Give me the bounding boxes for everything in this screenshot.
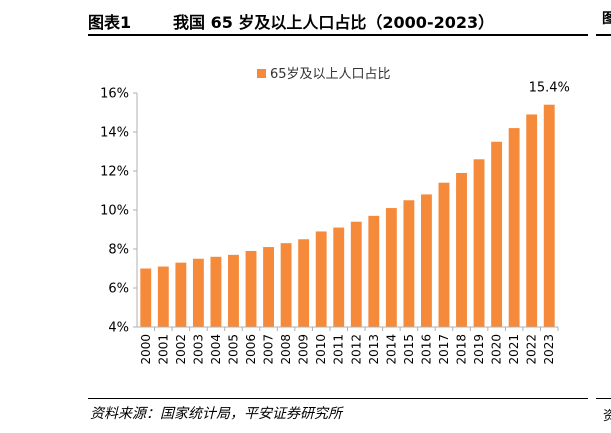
bar-2018 bbox=[456, 172, 467, 327]
y-tick-label: 10% bbox=[100, 204, 129, 219]
x-tick-label: 2022 bbox=[525, 334, 539, 365]
bar-2008 bbox=[280, 243, 292, 327]
bar-2012 bbox=[350, 221, 362, 327]
bar-2015 bbox=[403, 200, 415, 327]
adjacent-header-rule bbox=[596, 34, 611, 36]
x-tick-label: 2002 bbox=[174, 334, 188, 365]
figure-label: 图表1 bbox=[88, 13, 132, 32]
bar-2000 bbox=[140, 268, 152, 327]
y-tick-label: 8% bbox=[108, 243, 129, 258]
x-tick-label: 2011 bbox=[332, 334, 346, 365]
bar-2009 bbox=[298, 239, 310, 327]
bars bbox=[140, 104, 555, 327]
x-tick-label: 2012 bbox=[349, 334, 363, 365]
x-tick-label: 2010 bbox=[314, 334, 328, 365]
y-tick-label: 12% bbox=[100, 165, 129, 180]
x-tick-label: 2000 bbox=[139, 334, 153, 365]
x-tick-label: 2016 bbox=[419, 334, 433, 365]
x-tick-label: 2019 bbox=[472, 334, 486, 365]
x-tick-label: 2021 bbox=[507, 334, 521, 365]
y-tick-label: 6% bbox=[108, 282, 129, 297]
x-tick-label: 2006 bbox=[244, 334, 258, 365]
adjacent-source-fragment: 资 bbox=[603, 409, 611, 424]
x-tick-label: 2020 bbox=[490, 334, 504, 365]
source-note: 资料来源：国家统计局，平安证券研究所 bbox=[90, 406, 342, 422]
legend-label: 65岁及以上人口占比 bbox=[270, 67, 391, 82]
bar-2013 bbox=[368, 215, 380, 327]
bar-2003 bbox=[192, 258, 204, 327]
x-tick-label: 2023 bbox=[542, 334, 556, 365]
bar-2005 bbox=[228, 254, 239, 327]
bar-2023 bbox=[543, 104, 555, 327]
bar-2022 bbox=[526, 114, 538, 327]
x-tick-label: 2004 bbox=[209, 334, 223, 365]
y-axis: 4% 6% 8% 10% 12% 14% 16% bbox=[100, 87, 138, 336]
bar-2001 bbox=[157, 266, 169, 327]
x-tick-label: 2008 bbox=[279, 334, 293, 365]
bar-2019 bbox=[473, 159, 485, 327]
chart-legend: 65岁及以上人口占比 bbox=[257, 67, 391, 82]
legend-swatch bbox=[257, 69, 266, 78]
adjacent-footer-rule bbox=[596, 398, 611, 399]
bar-2002 bbox=[175, 262, 187, 327]
bar-2016 bbox=[420, 194, 432, 327]
y-tick-label: 4% bbox=[108, 321, 129, 336]
bar-2007 bbox=[263, 247, 275, 327]
bar-2017 bbox=[438, 182, 450, 327]
last-value-label: 15.4% bbox=[529, 81, 570, 96]
x-tick-label: 2009 bbox=[297, 334, 311, 365]
bar-2006 bbox=[245, 250, 257, 327]
bar-2021 bbox=[508, 128, 520, 327]
y-tick-label: 16% bbox=[100, 87, 129, 102]
x-tick-label: 2017 bbox=[437, 334, 451, 365]
footer-rule bbox=[88, 398, 588, 399]
x-tick-label: 2001 bbox=[156, 334, 170, 365]
x-tick-label: 2015 bbox=[402, 334, 416, 365]
bar-2004 bbox=[210, 256, 222, 327]
adjacent-figure-label-fragment: 图 bbox=[602, 11, 611, 27]
x-tick-label: 2007 bbox=[262, 334, 276, 365]
x-tick-label: 2013 bbox=[367, 334, 381, 365]
figure-header: 图表1 我国 65 岁及以上人口占比（2000-2023） bbox=[88, 6, 588, 34]
x-axis: 2000 2001 2002 2003 2004 2005 2006 2007 2008 2009… bbox=[137, 326, 559, 365]
figure-title: 我国 65 岁及以上人口占比（2000-2023） bbox=[173, 13, 495, 32]
x-tick-label: 2005 bbox=[226, 334, 240, 365]
x-tick-label: 2014 bbox=[384, 334, 398, 365]
bar-2011 bbox=[333, 227, 345, 327]
y-tick-label: 14% bbox=[100, 126, 129, 141]
bar-2010 bbox=[315, 231, 327, 327]
bar-2014 bbox=[385, 208, 397, 327]
x-tick-label: 2003 bbox=[191, 334, 205, 365]
header-rule bbox=[88, 34, 588, 36]
x-tick-label: 2018 bbox=[455, 334, 469, 365]
bar-2020 bbox=[491, 141, 503, 327]
